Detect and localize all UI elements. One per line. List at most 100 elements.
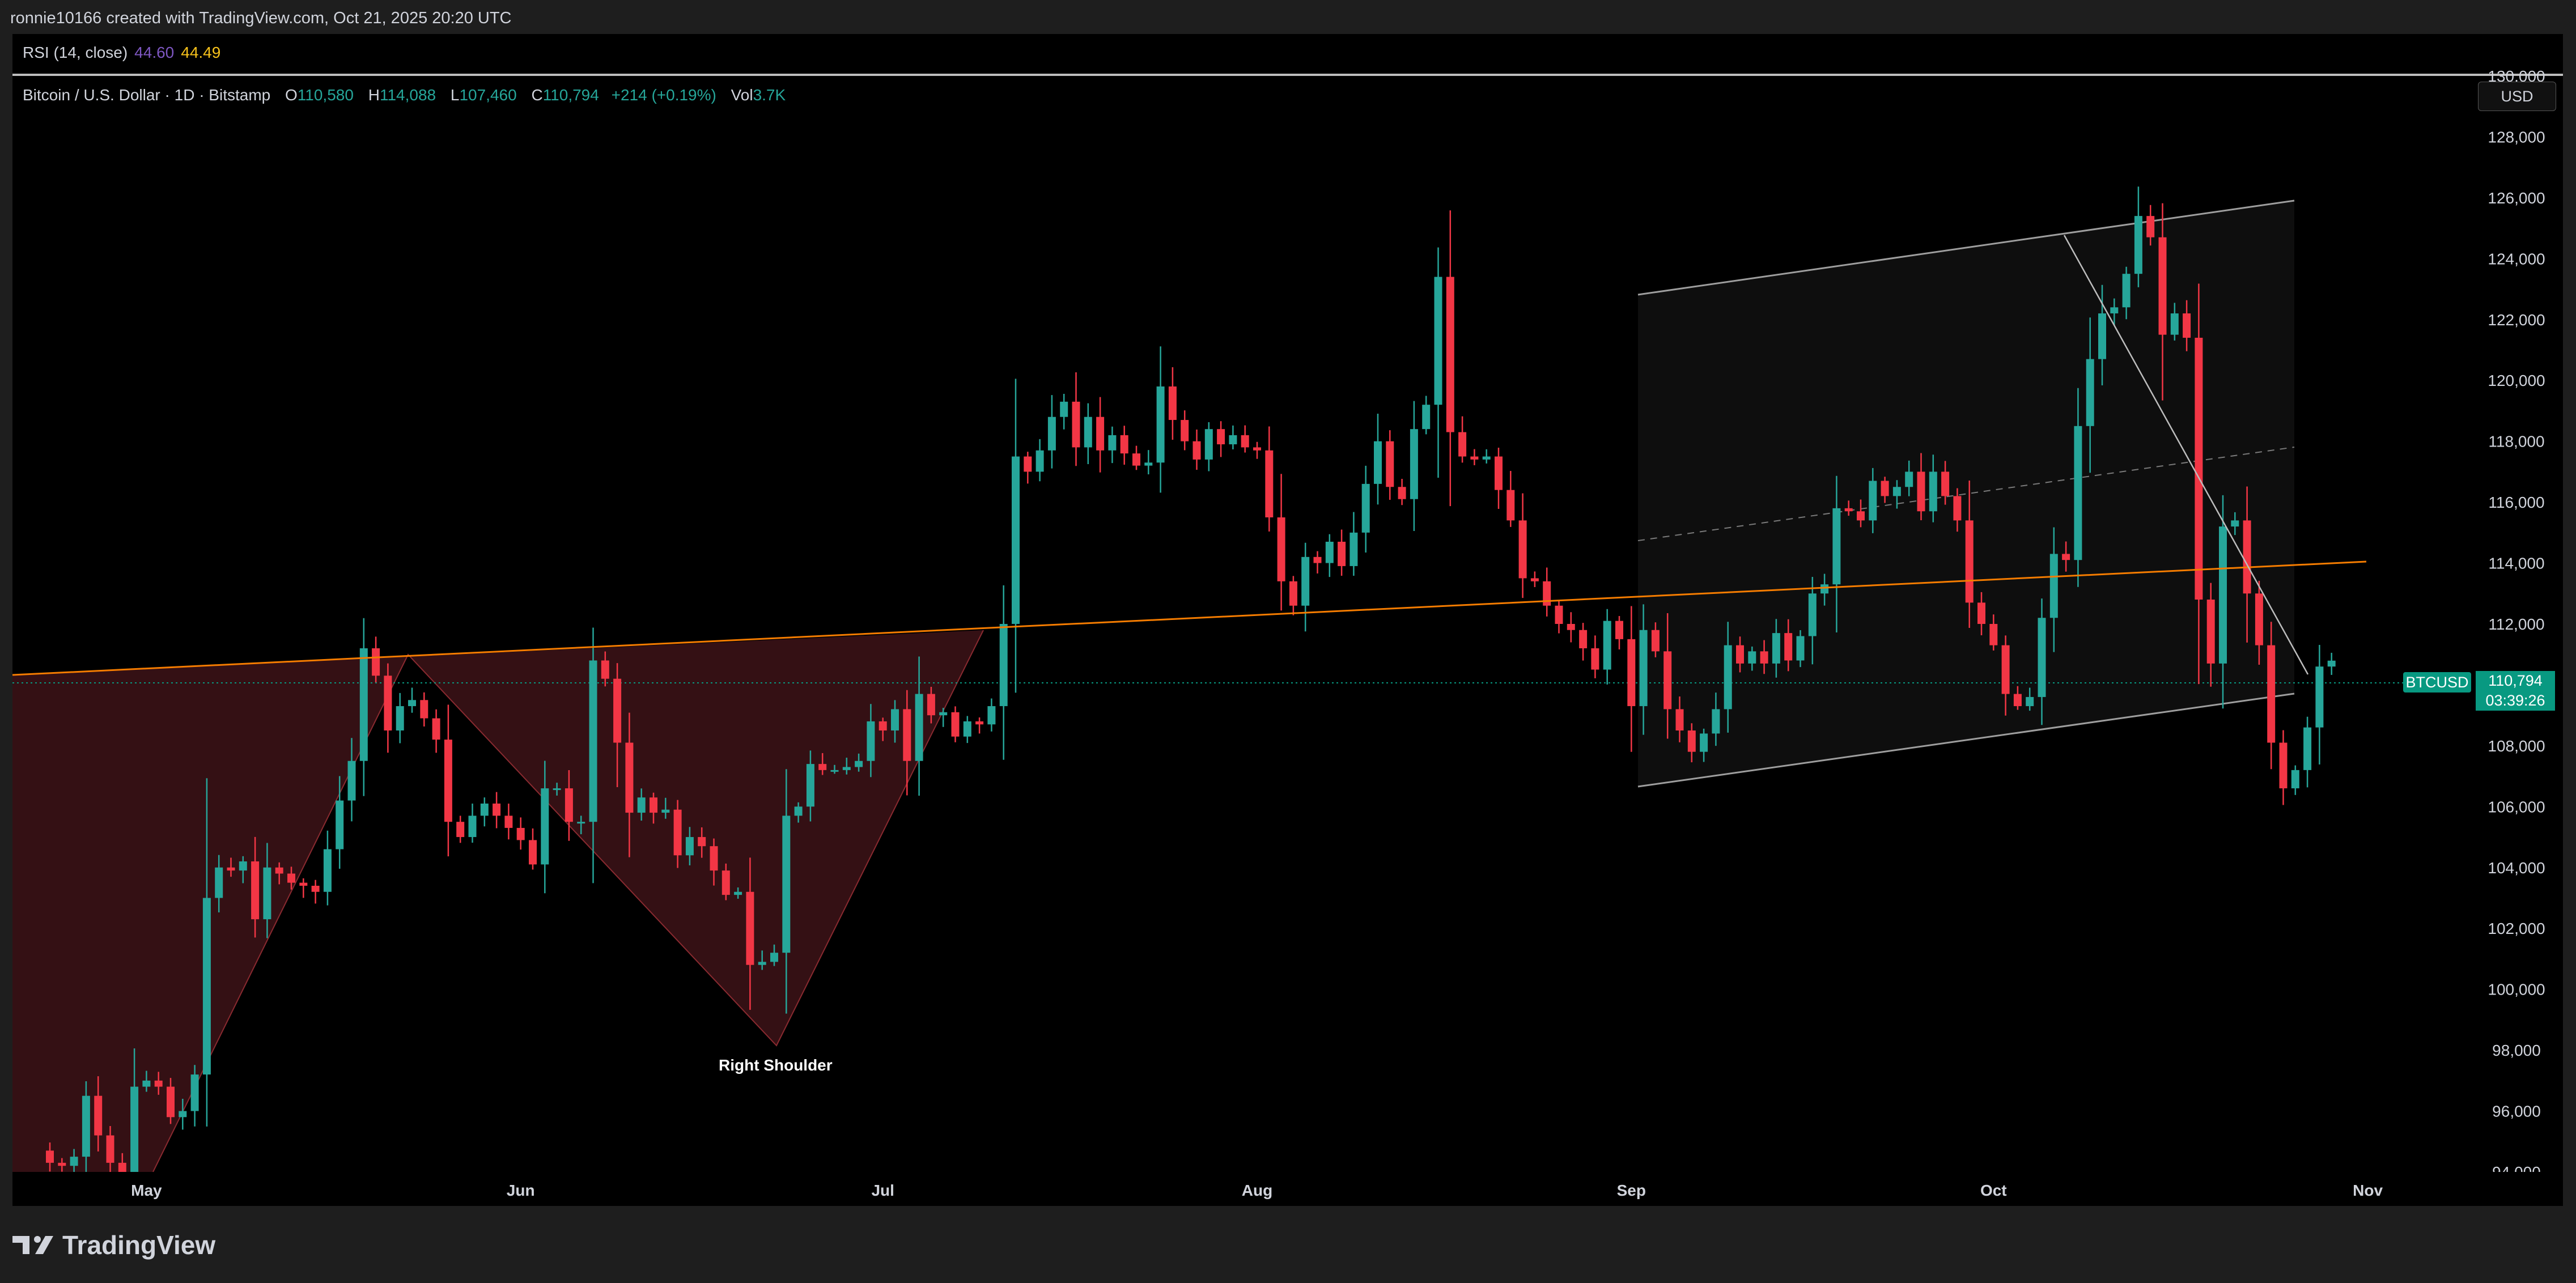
candle <box>2231 512 2239 536</box>
candle-body <box>1784 633 1793 661</box>
candle <box>1820 573 1829 606</box>
tradingview-logo[interactable]: TradingView <box>12 1230 215 1260</box>
symbol-price-tag: BTCUSD <box>2403 672 2471 693</box>
candle-body <box>239 861 247 871</box>
candle <box>1229 425 1237 449</box>
candle-body <box>1651 630 1660 652</box>
candle-body <box>927 694 935 716</box>
candle-body <box>1349 532 1358 566</box>
candle <box>2049 527 2058 652</box>
candle <box>1060 393 1068 430</box>
candle <box>2013 686 2022 710</box>
candle-body <box>2146 216 2155 237</box>
candle-body <box>263 867 271 920</box>
candle <box>879 717 887 741</box>
candle-body <box>2206 600 2215 664</box>
candle-body <box>806 764 814 807</box>
candle <box>1736 636 1744 673</box>
candle-body <box>1760 651 1768 664</box>
candle-body <box>2291 770 2299 789</box>
candle <box>1530 571 1539 587</box>
candle <box>1543 567 1551 617</box>
candle-body <box>999 624 1008 707</box>
candle-body <box>118 1162 126 1172</box>
candle-body <box>70 1157 78 1166</box>
candle <box>287 866 295 890</box>
candle <box>1458 416 1467 463</box>
candle-body <box>46 1150 54 1163</box>
candle <box>2195 283 2203 685</box>
candle <box>625 712 634 857</box>
candle <box>142 1070 151 1092</box>
x-tick-label: Nov <box>2353 1182 2383 1199</box>
tradingview-logo-icon <box>12 1234 58 1256</box>
candle-body <box>1277 517 1285 581</box>
y-tick-label: 102,000 <box>2488 920 2545 937</box>
candle-body <box>2315 666 2324 728</box>
y-tick-label: 104,000 <box>2488 859 2545 877</box>
candle-body <box>1869 481 1877 521</box>
y-tick-label: 122,000 <box>2488 311 2545 329</box>
candle <box>1748 646 1756 671</box>
close-label: C <box>531 86 543 104</box>
candle <box>444 704 452 857</box>
head-shoulders-pattern <box>12 630 983 1172</box>
candle-body <box>275 867 283 874</box>
candle <box>613 663 622 787</box>
candle-body <box>1941 471 1950 496</box>
candle-body <box>685 837 694 856</box>
candle-body <box>106 1135 114 1163</box>
x-tick-label: Jun <box>507 1182 535 1199</box>
candle-body <box>1289 581 1297 606</box>
candle-body <box>1229 435 1237 445</box>
candle <box>1241 425 1249 453</box>
candle <box>1253 441 1261 459</box>
y-tick-label: 116,000 <box>2488 494 2544 511</box>
candle <box>1434 247 1442 478</box>
candle <box>734 887 742 899</box>
candle <box>637 788 646 821</box>
candle <box>2315 644 2324 765</box>
candle-body <box>830 770 839 772</box>
candle-body <box>1325 541 1334 563</box>
candle-body <box>1724 645 1732 710</box>
candle-body <box>2327 660 2336 667</box>
candle <box>1181 410 1189 451</box>
candle-body <box>2195 338 2203 600</box>
candle-body <box>1217 429 1225 445</box>
y-tick-label: 100,000 <box>2488 981 2545 999</box>
candle-body <box>758 962 766 965</box>
currency-button[interactable]: USD <box>2478 82 2556 111</box>
candle <box>2279 730 2288 805</box>
candle-body <box>2279 742 2288 789</box>
candle-body <box>311 886 320 892</box>
candle-body <box>1338 541 1346 566</box>
candle <box>565 770 573 841</box>
candle <box>2146 205 2155 246</box>
candle <box>601 651 609 687</box>
candle <box>1156 346 1165 493</box>
candle <box>2327 652 2336 675</box>
candle <box>1989 614 1998 651</box>
rsi-pane[interactable]: RSI (14, close) 44.60 44.49 <box>12 34 2563 74</box>
candle-body <box>2026 696 2034 707</box>
candle-body <box>1204 429 1213 460</box>
candle <box>347 738 356 822</box>
candle-body <box>1796 636 1805 661</box>
candle <box>46 1142 54 1172</box>
candle <box>2062 541 2070 572</box>
candle-body <box>1518 520 1527 579</box>
candle-body <box>1108 435 1117 451</box>
candle-body <box>818 764 827 770</box>
candle <box>1941 461 1950 505</box>
candle <box>420 692 428 727</box>
candle <box>1144 450 1153 475</box>
candle-body <box>2170 313 2179 335</box>
candle <box>1784 619 1793 672</box>
pane-separator[interactable] <box>12 74 2563 76</box>
last-price-value: 110,794 <box>2488 672 2543 689</box>
candle <box>818 753 827 775</box>
candle-body <box>1953 496 1962 521</box>
candle <box>263 843 271 938</box>
